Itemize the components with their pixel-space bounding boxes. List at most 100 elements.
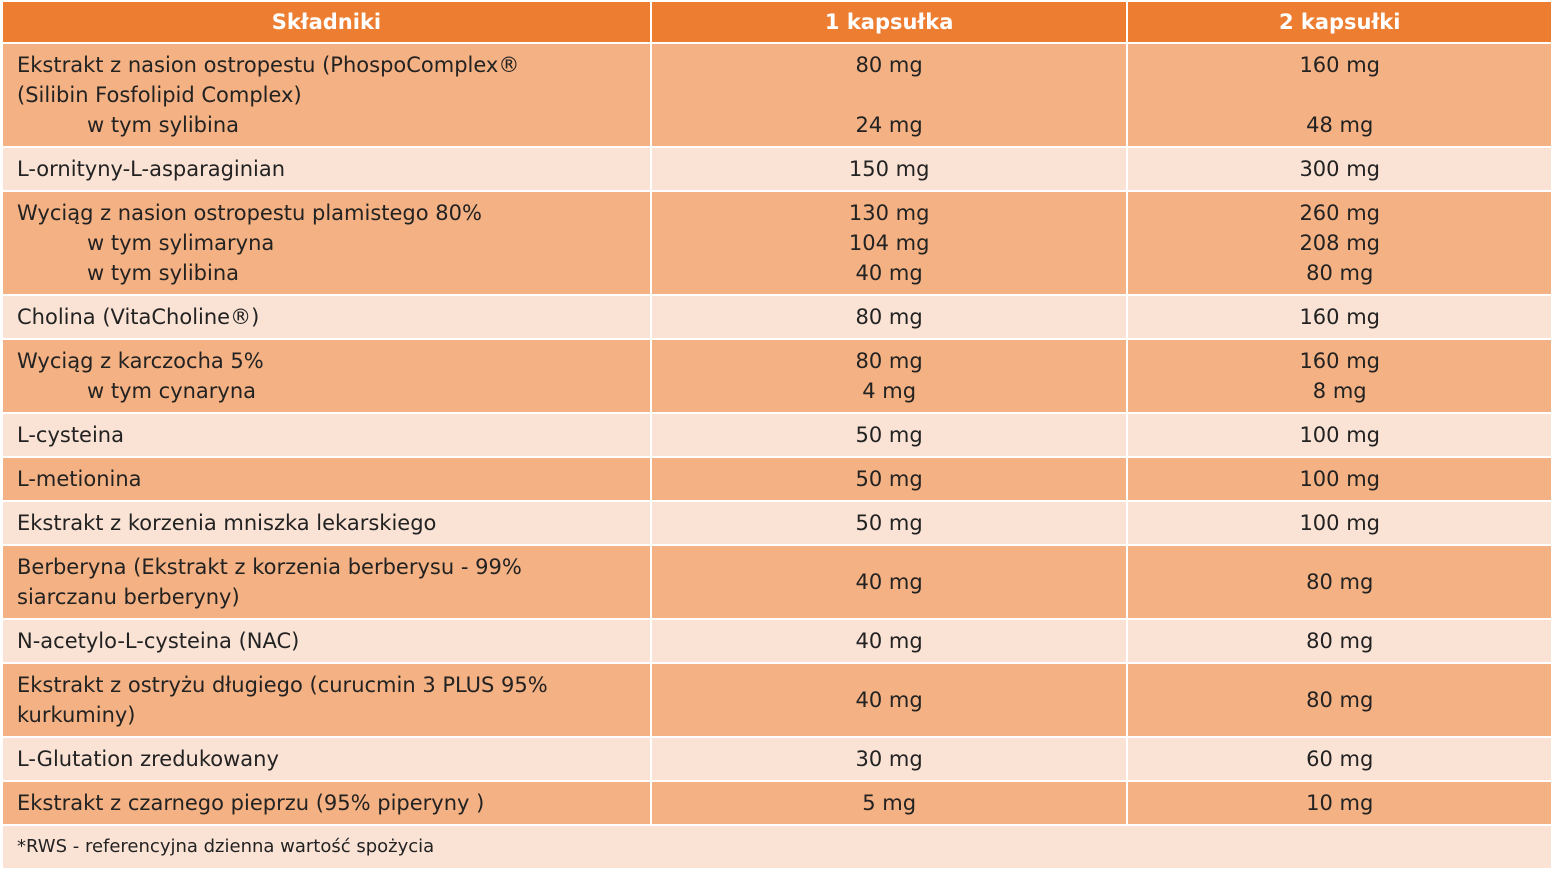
ingredients-table: Składniki 1 kapsułka 2 kapsułki Ekstrakt… [1,0,1553,870]
dose-cell: 40 mg [651,620,1127,662]
table-row: Ekstrakt z czarnego pieprzu (95% piperyn… [3,782,1551,824]
ingredient-cell: Ekstrakt z ostryżu długiego (curucmin 3 … [3,664,650,736]
dose-value: 300 mg [1299,157,1380,181]
dose-cell: 100 mg [1128,458,1551,500]
dose-value: 80 mg [855,305,923,329]
ingredient-name: Cholina (VitaCholine®) [17,305,260,329]
ingredient-cell: Wyciąg z nasion ostropestu plamistego 80… [3,192,650,294]
spacer [666,80,1113,110]
dose-value: 50 mg [855,423,923,447]
ingredient-name: siarczanu berberyny) [17,585,240,609]
dose-value: 100 mg [1299,511,1380,535]
table-row: Berberyna (Ekstrakt z korzenia berberysu… [3,546,1551,618]
dose-value: 80 mg [1306,570,1374,594]
header-cell: 1 kapsułka [651,2,1127,42]
dose-cell: 50 mg [651,414,1127,456]
ingredient-name: L-cysteina [17,423,124,447]
ingredient-cell: L-cysteina [3,414,650,456]
dose-cell: 80 mg 24 mg [651,44,1127,146]
dose-value: 80 mg [1306,688,1374,712]
table-row: L-metionina 50 mg 100 mg [3,458,1551,500]
ingredient-name: Ekstrakt z ostryżu długiego (curucmin 3 … [17,673,548,697]
ingredient-cell: Wyciąg z karczocha 5% w tym cynaryna [3,340,650,412]
dose-cell: 300 mg [1128,148,1551,190]
footnote: *RWS - referencyjna dzienna wartość spoż… [3,826,1551,868]
ingredient-name: Ekstrakt z nasion ostropestu (PhospoComp… [17,53,520,77]
sub-dose-value: 4 mg [862,379,917,403]
dose-cell: 160 mg 8 mg [1128,340,1551,412]
footnote-row: *RWS - referencyjna dzienna wartość spoż… [3,826,1551,868]
sub-dose-value: 104 mg [848,231,930,255]
ingredient-cell: L-Glutation zredukowany [3,738,650,780]
dose-value: 80 mg [1306,629,1374,653]
ingredient-name: L-metionina [17,467,142,491]
dose-value: 260 mg [1299,201,1380,225]
ingredient-cell: Ekstrakt z nasion ostropestu (PhospoComp… [3,44,650,146]
ingredient-name: L-ornityny-L-asparaginian [17,157,286,181]
dose-cell: 5 mg [651,782,1127,824]
dose-cell: 40 mg [651,664,1127,736]
table-row: Cholina (VitaCholine®) 80 mg 160 mg [3,296,1551,338]
ingredient-name: N-acetylo-L-cysteina (NAC) [17,629,300,653]
dose-value: 80 mg [855,349,923,373]
dose-cell: 80 mg [651,296,1127,338]
ingredient-cell: Cholina (VitaCholine®) [3,296,650,338]
ingredient-cell: Ekstrakt z czarnego pieprzu (95% piperyn… [3,782,650,824]
sub-dose-value: 24 mg [855,113,923,137]
dose-cell: 50 mg [651,458,1127,500]
ingredient-name: L-Glutation zredukowany [17,747,279,771]
dose-cell: 100 mg [1128,502,1551,544]
dose-value: 40 mg [855,688,923,712]
dose-cell: 80 mg [1128,664,1551,736]
spacer [1142,80,1537,110]
dose-value: 130 mg [848,201,930,225]
dose-cell: 260 mg 208 mg 80 mg [1128,192,1551,294]
dose-value: 30 mg [855,747,923,771]
table-header: Składniki 1 kapsułka 2 kapsułki [3,2,1551,42]
header-cell: 2 kapsułki [1128,2,1551,42]
dose-cell: 40 mg [651,546,1127,618]
header-row: Składniki 1 kapsułka 2 kapsułki [3,2,1551,42]
ingredient-cell: L-ornityny-L-asparaginian [3,148,650,190]
dose-cell: 80 mg 4 mg [651,340,1127,412]
dose-cell: 80 mg [1128,620,1551,662]
dose-value: 80 mg [855,53,923,77]
table-row: Ekstrakt z nasion ostropestu (PhospoComp… [3,44,1551,146]
sub-ingredient-name: w tym sylibina [87,113,240,137]
sub-ingredient-name: w tym sylimaryna [87,231,275,255]
table-row: Wyciąg z nasion ostropestu plamistego 80… [3,192,1551,294]
dose-cell: 150 mg [651,148,1127,190]
dose-cell: 50 mg [651,502,1127,544]
sub-ingredient-name: w tym sylibina [87,261,240,285]
ingredient-cell: L-metionina [3,458,650,500]
dose-cell: 130 mg 104 mg 40 mg [651,192,1127,294]
dose-value: 40 mg [855,570,923,594]
table-row: Wyciąg z karczocha 5% w tym cynaryna 80 mg… [3,340,1551,412]
table-row: L-cysteina 50 mg 100 mg [3,414,1551,456]
ingredient-name: Berberyna (Ekstrakt z korzenia berberysu… [17,555,522,579]
ingredient-name: Ekstrakt z korzenia mniszka lekarskiego [17,511,437,535]
dose-value: 50 mg [855,467,923,491]
dose-value: 40 mg [855,629,923,653]
sub-dose-value: 208 mg [1299,231,1380,255]
ingredient-name: Wyciąg z nasion ostropestu plamistego 80… [17,201,482,225]
sub-dose-value: 8 mg [1312,379,1367,403]
dose-value: 160 mg [1299,349,1380,373]
dose-cell: 80 mg [1128,546,1551,618]
ingredient-name: (Silibin Fosfolipid Complex) [17,83,302,107]
header-cell: Składniki [3,2,650,42]
ingredient-cell: N-acetylo-L-cysteina (NAC) [3,620,650,662]
table-row: L-Glutation zredukowany 30 mg 60 mg [3,738,1551,780]
table-row: L-ornityny-L-asparaginian 150 mg 300 mg [3,148,1551,190]
dose-value: 160 mg [1299,305,1380,329]
ingredient-name: Ekstrakt z czarnego pieprzu (95% piperyn… [17,791,485,815]
dose-cell: 60 mg [1128,738,1551,780]
table-row: Ekstrakt z korzenia mniszka lekarskiego 5… [3,502,1551,544]
dose-value: 160 mg [1299,53,1380,77]
dose-cell: 160 mg 48 mg [1128,44,1551,146]
dose-value: 100 mg [1299,467,1380,491]
dose-value: 10 mg [1306,791,1374,815]
table-row: N-acetylo-L-cysteina (NAC) 40 mg 80 mg [3,620,1551,662]
